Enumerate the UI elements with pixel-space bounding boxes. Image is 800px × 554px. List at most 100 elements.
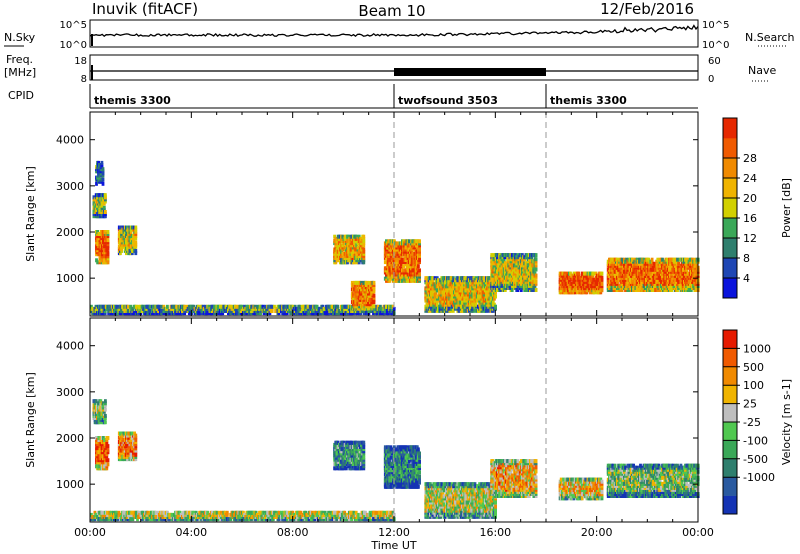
power-echo-region	[333, 234, 366, 265]
echo-cell	[349, 239, 353, 243]
echo-cell	[372, 280, 376, 285]
echo-cell	[372, 311, 375, 316]
echo-cell	[120, 246, 123, 251]
echo-cell	[132, 240, 135, 245]
echo-cell	[270, 306, 274, 311]
echo-cell	[334, 260, 338, 265]
echo-cell	[578, 275, 582, 280]
echo-cell	[410, 278, 413, 283]
echo-cell	[389, 276, 393, 281]
colorbar-tick-label: 16	[743, 212, 757, 225]
echo-cell	[449, 308, 453, 313]
echo-cell	[367, 309, 371, 313]
echo-cell	[344, 236, 348, 241]
echo-cell	[268, 311, 272, 316]
echo-cell	[171, 306, 175, 311]
echo-cell	[362, 253, 366, 258]
echo-cell	[192, 304, 196, 309]
cpid-segment-3: themis 3300	[550, 94, 627, 107]
echo-cell	[412, 266, 416, 271]
echo-cell	[362, 236, 366, 241]
echo-cell	[341, 245, 345, 250]
echo-cell	[124, 306, 128, 311]
echo-cell	[353, 241, 356, 246]
echo-cell	[385, 268, 388, 273]
echo-cell	[230, 304, 234, 309]
echo-cell	[494, 304, 497, 309]
echo-cell	[187, 306, 191, 311]
echo-cell	[334, 309, 337, 313]
echo-cell	[104, 199, 107, 204]
echo-cell	[140, 309, 144, 313]
echo-cell	[333, 234, 336, 239]
echo-cell	[129, 242, 133, 247]
echo-cell	[383, 241, 387, 246]
echo-cell	[166, 304, 169, 309]
echo-cell	[471, 286, 475, 291]
echo-cell	[283, 309, 287, 313]
echo-cell	[534, 267, 538, 272]
echo-cell	[341, 234, 345, 239]
echo-cell	[365, 295, 369, 300]
echo-cell	[412, 258, 416, 262]
echo-cell	[348, 245, 352, 250]
echo-cell	[120, 231, 123, 236]
echo-cell	[333, 239, 336, 243]
echo-cell	[372, 306, 376, 311]
power-heatmap	[90, 160, 700, 316]
echo-cell	[92, 214, 96, 219]
echo-cell	[100, 160, 104, 165]
echo-cell	[115, 306, 119, 311]
echo-cell	[355, 300, 359, 305]
echo-cell	[351, 247, 355, 252]
echo-cell	[259, 311, 263, 316]
nsky-trace	[89, 24, 699, 38]
echo-cell	[372, 297, 376, 302]
echo-cell	[100, 163, 104, 167]
echo-cell	[491, 300, 495, 305]
echo-cell	[308, 304, 312, 309]
nave-label: Nave	[748, 64, 776, 77]
colorbar-tick-label: 12	[743, 232, 757, 245]
freq-twofsound-block	[394, 68, 546, 76]
echo-cell	[418, 258, 421, 262]
echo-cell	[437, 278, 440, 283]
echo-cell	[195, 309, 199, 313]
echo-cell	[347, 251, 350, 256]
echo-cell	[393, 276, 396, 281]
echo-cell	[409, 258, 412, 262]
echo-cell	[530, 255, 533, 260]
power-echo-region	[95, 160, 105, 186]
echo-cell	[109, 306, 113, 311]
echo-cell	[330, 306, 334, 311]
echo-cell	[352, 297, 355, 302]
echo-cell	[387, 260, 391, 265]
echo-cell	[352, 283, 355, 287]
echo-cell	[354, 285, 358, 290]
echo-cell	[160, 304, 163, 309]
echo-cell	[463, 276, 467, 281]
echo-cell	[370, 302, 374, 307]
echo-cell	[120, 248, 123, 253]
echo-cell	[492, 263, 496, 268]
colorbar-segment	[723, 218, 737, 239]
echo-cell	[119, 251, 122, 256]
echo-cell	[415, 243, 419, 248]
echo-cell	[493, 296, 496, 301]
echo-cell	[134, 304, 138, 309]
echo-cell	[104, 212, 107, 217]
freq-label: Freq.	[6, 53, 33, 66]
echo-cell	[490, 275, 494, 280]
echo-cell	[354, 245, 357, 250]
date-title: 12/Feb/2016	[600, 0, 694, 18]
nsky-panel-frame	[89, 19, 699, 48]
echo-cell	[477, 294, 480, 299]
echo-cell	[101, 167, 105, 172]
echo-cell	[362, 251, 366, 256]
echo-cell	[134, 244, 138, 249]
echo-cell	[200, 311, 204, 316]
echo-cell	[102, 201, 106, 206]
echo-cell	[355, 287, 359, 292]
echo-cell	[250, 309, 253, 313]
echo-cell	[134, 309, 138, 313]
